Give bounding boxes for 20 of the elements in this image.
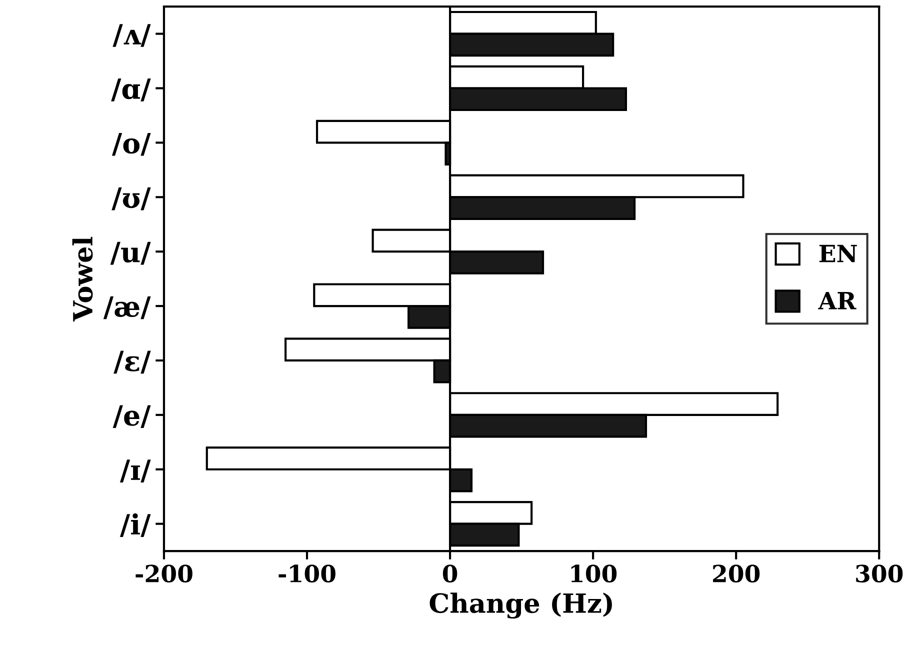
y-tick-label: /æ/	[103, 296, 151, 320]
y-tick-label: /u/	[110, 242, 151, 265]
y-tick-label: /ɪ/	[120, 460, 151, 482]
legend-label: EN	[819, 244, 857, 262]
y-tick-label: /ɑ/	[111, 78, 151, 102]
y-tick-label: /o/	[112, 132, 151, 156]
y-axis-title: Vowel	[72, 236, 93, 322]
x-tick-label: 0	[442, 564, 458, 583]
y-tick-label: /ʊ/	[112, 187, 151, 210]
y-tick-label: /ʌ/	[112, 24, 151, 47]
legend-label: AR	[818, 292, 856, 310]
x-tick-label: 300	[856, 564, 903, 583]
x-tick-label: -100	[278, 564, 336, 583]
y-tick-label: /ɛ/	[114, 350, 151, 374]
x-axis-title: Change (Hz)	[430, 592, 612, 619]
y-tick-label: /e/	[112, 405, 151, 428]
x-tick-label: 200	[713, 564, 760, 583]
x-tick-label: 100	[571, 564, 617, 583]
y-tick-label: /i/	[120, 513, 151, 537]
x-tick-label: -200	[136, 564, 192, 583]
